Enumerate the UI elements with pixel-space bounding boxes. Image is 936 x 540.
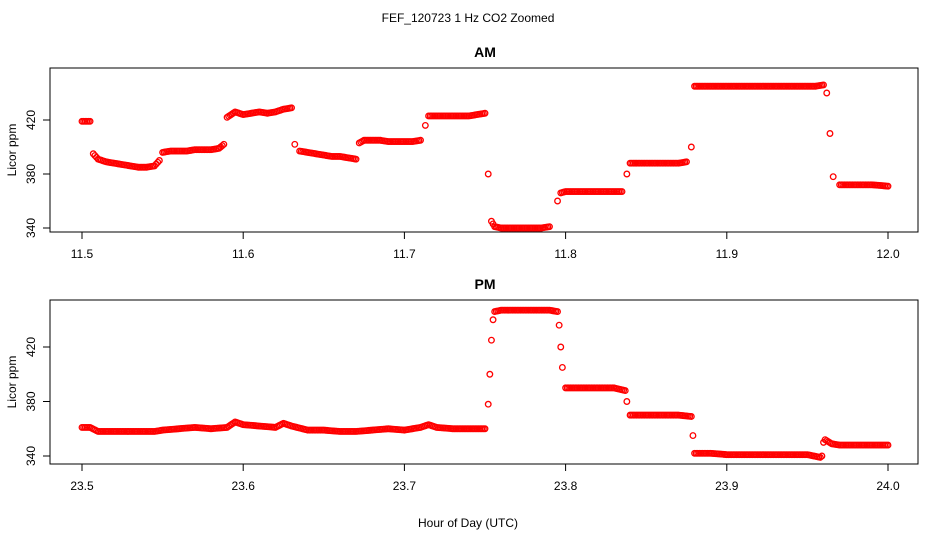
- am-data-points: [78, 81, 892, 232]
- am-data-point: [683, 158, 690, 166]
- x-axis-label: Hour of Day (UTC): [418, 516, 518, 530]
- am-data-point: [288, 104, 296, 112]
- pm-data-point: [557, 343, 565, 351]
- am-y-tick-label: 380: [24, 164, 38, 184]
- am-data-point: [884, 182, 892, 190]
- pm-x-axis: 23.5 23.6 23.7 23.8 23.9 24.0: [70, 463, 900, 493]
- pm-data-point: [481, 425, 489, 433]
- am-x-axis: 11.5 11.6 11.7 11.8 11.9 12.0: [71, 231, 900, 261]
- am-data-point: [823, 89, 831, 97]
- am-data-point: [618, 188, 626, 195]
- pm-data-point: [687, 413, 695, 420]
- am-panel: AM Licor ppm 11.5 11.6 11.7 11.8 11.9 12.0 34…: [5, 44, 919, 261]
- am-data-point: [623, 170, 631, 178]
- pm-x-tick-label: 23.7: [393, 479, 417, 493]
- am-data-point: [421, 121, 429, 129]
- pm-data-point: [487, 336, 495, 344]
- am-data-point: [484, 170, 492, 178]
- pm-y-tick-label: 380: [24, 391, 38, 411]
- am-x-tick-label: 12.0: [876, 247, 900, 261]
- am-data-point: [554, 197, 561, 205]
- am-x-tick-label: 11.5: [71, 247, 94, 261]
- am-data-point: [291, 140, 299, 148]
- am-data-point: [220, 140, 228, 148]
- am-x-tick-label: 11.9: [716, 247, 739, 261]
- pm-data-points: [78, 306, 892, 461]
- am-data-point: [829, 173, 837, 181]
- am-data-point: [352, 155, 360, 163]
- am-data-point: [218, 142, 226, 150]
- am-y-tick-label: 420: [24, 110, 38, 130]
- am-data-point: [155, 157, 163, 164]
- pm-y-tick-label: 340: [24, 446, 38, 466]
- pm-data-point: [818, 452, 826, 460]
- pm-data-point: [623, 398, 631, 405]
- am-panel-title: AM: [474, 44, 496, 60]
- am-data-point: [687, 143, 695, 151]
- am-y-axis: 340 380 420: [24, 110, 51, 238]
- pm-data-point: [486, 370, 494, 378]
- am-data-point: [826, 130, 834, 137]
- am-x-tick-label: 11.7: [393, 247, 416, 261]
- am-data-point: [154, 158, 162, 166]
- am-data-point: [546, 223, 553, 231]
- am-data-point: [417, 136, 424, 144]
- pm-data-point: [484, 400, 492, 408]
- pm-data-point: [884, 441, 892, 449]
- pm-data-point: [555, 321, 563, 329]
- pm-panel: PM Licor ppm 23.5 23.6 23.7 23.8 23.9 24.0 34…: [5, 276, 919, 493]
- pm-y-axis-label: Licor ppm: [5, 356, 19, 409]
- pm-data-point: [816, 453, 824, 461]
- pm-y-axis: 340 380 420: [24, 337, 51, 466]
- pm-data-point: [489, 316, 497, 324]
- pm-x-tick-label: 23.6: [232, 479, 256, 493]
- pm-y-tick-label: 420: [24, 337, 38, 357]
- pm-data-point: [554, 308, 561, 316]
- pm-x-tick-label: 24.0: [876, 479, 900, 493]
- pm-x-tick-label: 23.9: [715, 479, 739, 493]
- am-data-point: [86, 117, 94, 125]
- am-data-point: [481, 109, 489, 117]
- pm-plot-frame: [49, 299, 919, 465]
- pm-data-point: [689, 432, 697, 440]
- pm-x-tick-label: 23.8: [554, 479, 578, 493]
- pm-panel-title: PM: [475, 276, 496, 292]
- am-x-tick-label: 11.6: [232, 247, 255, 261]
- figure-title: FEF_120723 1 Hz CO2 Zoomed: [382, 11, 555, 25]
- am-data-point: [820, 81, 827, 89]
- am-y-axis-label: Licor ppm: [5, 124, 19, 177]
- am-x-tick-label: 11.8: [554, 247, 577, 261]
- pm-data-point: [621, 387, 629, 395]
- pm-x-tick-label: 23.5: [70, 479, 94, 493]
- pm-data-point: [558, 363, 566, 371]
- am-y-tick-label: 340: [24, 218, 38, 238]
